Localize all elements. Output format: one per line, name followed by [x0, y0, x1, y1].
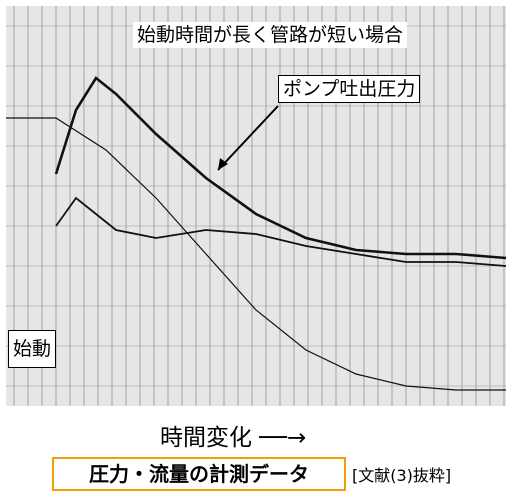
series-layer [6, 76, 506, 391]
start-annotation: 始動 [8, 330, 57, 368]
chart-grid [6, 6, 506, 406]
footer-citation: [文献(3)抜粋] [352, 466, 452, 485]
x-axis-caption: 時間変化 ──→ [160, 425, 307, 451]
pump-pointer-arrowhead [218, 158, 228, 170]
chart-title: 始動時間が長く管路が短い場合 [133, 22, 408, 48]
series-line-1 [54, 76, 506, 260]
measurement-chart [6, 6, 506, 406]
series-line-3 [6, 117, 506, 391]
series-line-2 [55, 196, 506, 267]
pump-pointer-arrow [217, 105, 279, 171]
pump-pressure-annotation: ポンプ吐出圧力 [278, 75, 421, 103]
chart-background [6, 6, 506, 406]
footer-title: 圧力・流量の計測データ [52, 457, 346, 491]
